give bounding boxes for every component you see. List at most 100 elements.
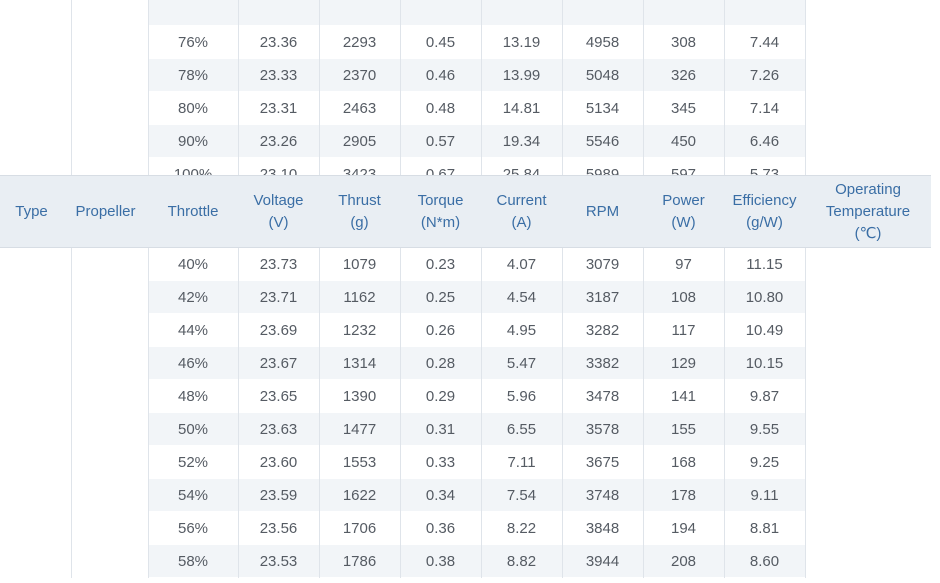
voltage-cell: 23.60 [237,445,319,479]
torque-cell: 0.36 [399,511,481,545]
throttle-cell: 80% [147,91,238,125]
power-cell: 326 [642,58,724,92]
efficiency-cell: 7.26 [723,58,805,92]
voltage-cell: 23.56 [237,511,319,545]
operating-temperature-cell [804,280,931,314]
throttle-cell: 44% [147,313,238,347]
propeller-cell [70,91,148,125]
power-cell: 208 [642,544,724,578]
propeller-cell [70,124,148,158]
voltage-cell: 23.59 [237,478,319,512]
throttle-cell: 90% [147,124,238,158]
propeller-cell [70,478,148,512]
torque-cell: 0.25 [399,280,481,314]
torque-cell: 0.34 [399,478,481,512]
propeller-cell [70,511,148,545]
voltage-cell: 23.67 [237,346,319,380]
voltage-cell: 23.65 [237,379,319,413]
current-cell: 7.54 [480,478,562,512]
voltage-cell: 23.71 [237,280,319,314]
thrust-cell [318,0,400,26]
type-cell [0,379,71,413]
efficiency-cell: 9.11 [723,478,805,512]
propeller-cell [70,25,148,59]
torque-cell: 0.46 [399,58,481,92]
thrust-cell: 1079 [318,248,400,281]
efficiency-cell: 8.60 [723,544,805,578]
efficiency-cell: 7.44 [723,25,805,59]
voltage-cell: 23.26 [237,124,319,158]
type-cell [0,25,71,59]
power-cell: 155 [642,412,724,446]
torque-cell: 0.31 [399,412,481,446]
power-cell: 168 [642,445,724,479]
thrust-cell: 2293 [318,25,400,59]
propeller-cell [70,58,148,92]
type-cell [0,346,71,380]
power-cell: 450 [642,124,724,158]
operating-temperature-cell [804,379,931,413]
operating-temperature-cell [804,412,931,446]
header-power: Power (W) [662,191,705,231]
propeller-cell [70,412,148,446]
current-cell: 4.95 [480,313,562,347]
power-cell: 117 [642,313,724,347]
table-row: 44% 23.69 1232 0.26 4.95 3282 117 10.49 [0,313,931,347]
current-cell: 14.81 [480,91,562,125]
header-type: Type [15,202,48,220]
propeller-cell [70,0,148,26]
thrust-cell: 1477 [318,412,400,446]
power-cell [642,0,724,26]
rpm-cell: 3848 [561,511,643,545]
efficiency-cell: 9.25 [723,445,805,479]
thrust-cell: 1162 [318,280,400,314]
page-margin [931,0,940,583]
thrust-cell: 2905 [318,124,400,158]
efficiency-cell: 10.80 [723,280,805,314]
current-cell: 8.82 [480,544,562,578]
table-row: 40% 23.73 1079 0.23 4.07 3079 97 11.15 [0,248,931,281]
thrust-cell: 1390 [318,379,400,413]
operating-temperature-cell [804,25,931,59]
header-throttle: Throttle [167,202,219,220]
table-row: 50% 23.63 1477 0.31 6.55 3578 155 9.55 [0,412,931,446]
efficiency-cell: 7.14 [723,91,805,125]
thrust-cell: 1232 [318,313,400,347]
torque-cell: 0.33 [399,445,481,479]
voltage-cell: 23.69 [237,313,319,347]
torque-cell: 0.29 [399,379,481,413]
thrust-cell: 1706 [318,511,400,545]
efficiency-cell [723,0,805,26]
torque-cell: 0.26 [399,313,481,347]
throttle-cell: 46% [147,346,238,380]
operating-temperature-cell [804,313,931,347]
propeller-cell [70,248,148,281]
table-header: Type Propeller Throttle Voltage (V) Thru… [0,175,931,248]
voltage-cell: 23.33 [237,58,319,92]
current-cell: 6.55 [480,412,562,446]
current-cell: 7.11 [480,445,562,479]
throttle-cell: 48% [147,379,238,413]
torque-cell [399,0,481,26]
efficiency-cell: 10.49 [723,313,805,347]
throttle-cell: 52% [147,445,238,479]
type-cell [0,248,71,281]
rpm-cell: 5546 [561,124,643,158]
header-torque: Torque (N*m) [417,191,464,231]
voltage-cell: 23.63 [237,412,319,446]
power-cell: 108 [642,280,724,314]
power-cell: 97 [642,248,724,281]
current-cell: 13.19 [480,25,562,59]
voltage-cell: 23.73 [237,248,319,281]
power-cell: 141 [642,379,724,413]
type-cell [0,124,71,158]
propeller-cell [70,313,148,347]
thrust-cell: 2463 [318,91,400,125]
type-cell [0,91,71,125]
rpm-cell: 3187 [561,280,643,314]
rpm-cell: 3675 [561,445,643,479]
rpm-cell [561,0,643,26]
efficiency-cell: 8.81 [723,511,805,545]
rpm-cell: 4958 [561,25,643,59]
